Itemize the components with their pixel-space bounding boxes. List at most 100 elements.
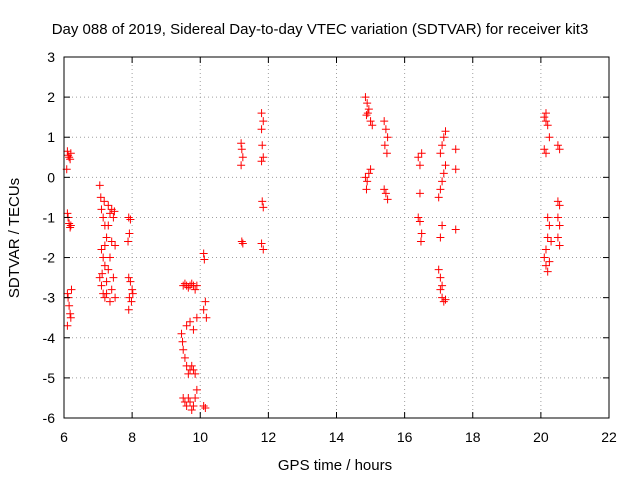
data-point xyxy=(124,237,133,246)
y-tick-label: -6 xyxy=(43,410,56,426)
x-tick-label: 18 xyxy=(465,429,481,445)
data-point xyxy=(66,155,75,164)
data-point xyxy=(100,241,109,250)
data-point xyxy=(111,293,120,302)
data-point xyxy=(258,141,267,150)
data-point xyxy=(186,397,195,406)
data-point xyxy=(441,161,450,170)
data-point xyxy=(541,245,550,254)
data-point xyxy=(380,117,389,126)
x-tick-label: 8 xyxy=(128,429,136,445)
data-point xyxy=(237,161,246,170)
data-point xyxy=(414,153,423,162)
data-point xyxy=(436,233,445,242)
data-point xyxy=(182,401,191,410)
data-point xyxy=(439,169,448,178)
data-point xyxy=(439,133,448,142)
data-point xyxy=(361,173,370,182)
data-point xyxy=(258,197,267,206)
data-point xyxy=(97,245,106,254)
data-point xyxy=(125,293,134,302)
data-point xyxy=(237,139,246,148)
data-point xyxy=(451,145,460,154)
data-point xyxy=(96,193,105,202)
data-point xyxy=(105,253,114,262)
data-point xyxy=(109,213,118,222)
data-point xyxy=(438,141,447,150)
x-tick-label: 20 xyxy=(533,429,549,445)
data-point xyxy=(381,125,390,134)
data-point xyxy=(543,267,552,276)
data-point xyxy=(415,189,424,198)
data-point xyxy=(102,233,111,242)
data-point xyxy=(124,213,133,222)
y-tick-label: 1 xyxy=(47,129,55,145)
y-tick-label: 2 xyxy=(47,89,55,105)
data-point xyxy=(553,213,562,222)
data-point xyxy=(201,297,210,306)
data-point xyxy=(383,133,392,142)
data-point xyxy=(63,289,72,298)
data-point xyxy=(417,229,426,238)
x-tick-label: 22 xyxy=(601,429,617,445)
y-axis-label: SDTVAR / TECUs xyxy=(6,178,23,298)
data-point xyxy=(63,147,72,156)
data-point xyxy=(380,185,389,194)
data-points xyxy=(62,93,564,414)
data-point xyxy=(414,213,423,222)
chart-title: Day 088 of 2019, Sidereal Day-to-day VTE… xyxy=(52,21,589,38)
data-point xyxy=(192,313,201,322)
data-point xyxy=(66,309,75,318)
data-point xyxy=(98,269,107,278)
data-point xyxy=(100,197,109,206)
data-point xyxy=(100,261,109,270)
x-axis-label: GPS time / hours xyxy=(278,457,392,474)
data-point xyxy=(200,255,209,264)
data-point xyxy=(555,145,564,154)
x-tick-label: 14 xyxy=(329,429,345,445)
data-point xyxy=(438,221,447,230)
data-point xyxy=(180,353,189,362)
data-point xyxy=(540,113,549,122)
data-point xyxy=(257,239,266,248)
data-point xyxy=(237,145,246,154)
data-point xyxy=(192,281,201,290)
data-point xyxy=(543,213,552,222)
data-point xyxy=(201,403,210,412)
data-point xyxy=(362,111,371,120)
y-tick-label: -4 xyxy=(43,330,56,346)
data-point xyxy=(555,221,564,230)
data-point xyxy=(415,161,424,170)
data-point xyxy=(259,203,268,212)
data-point xyxy=(238,153,247,162)
data-point xyxy=(97,281,106,290)
data-point xyxy=(177,329,186,338)
data-point xyxy=(361,93,370,102)
data-point xyxy=(363,177,372,186)
data-point xyxy=(184,369,193,378)
data-point xyxy=(259,153,268,162)
data-point xyxy=(541,109,550,118)
data-point xyxy=(128,289,137,298)
data-point xyxy=(65,153,74,162)
data-point xyxy=(179,345,188,354)
data-point xyxy=(362,185,371,194)
data-point xyxy=(540,145,549,154)
data-point xyxy=(380,141,389,150)
data-point xyxy=(124,273,133,282)
data-point xyxy=(415,217,424,226)
data-point xyxy=(383,195,392,204)
data-point xyxy=(65,301,74,310)
data-point xyxy=(368,121,377,130)
data-point xyxy=(366,165,375,174)
data-point xyxy=(126,277,135,286)
data-point xyxy=(436,149,445,158)
data-point xyxy=(184,283,193,292)
data-point xyxy=(128,285,137,294)
y-tick-label: 0 xyxy=(47,169,55,185)
data-point xyxy=(105,297,114,306)
data-point xyxy=(97,205,106,214)
data-point xyxy=(555,241,564,250)
data-point xyxy=(436,185,445,194)
